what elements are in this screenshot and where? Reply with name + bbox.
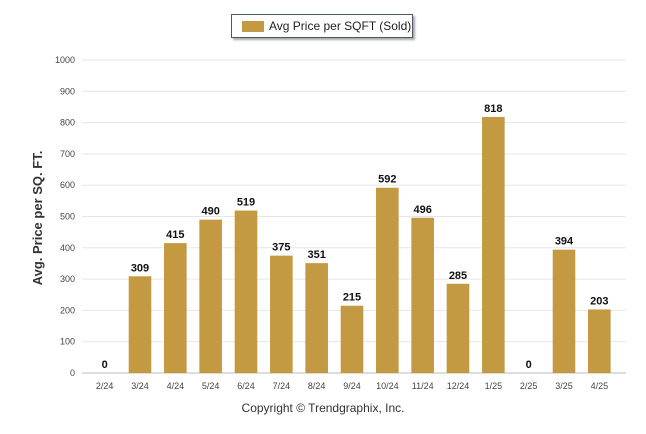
- data-label: 394: [555, 236, 574, 248]
- bar: [376, 187, 399, 373]
- legend-swatch: [242, 21, 264, 32]
- data-label: 496: [413, 204, 431, 216]
- x-tick-label: 9/24: [343, 381, 361, 391]
- y-tick-label: 700: [60, 149, 75, 159]
- y-tick-labels: 0 100 200 300 400 500 600 700 800 900 1000: [55, 55, 75, 378]
- y-tick-label: 300: [60, 274, 75, 284]
- data-label: 309: [131, 262, 149, 274]
- legend: Avg Price per SQFT (Sold): [231, 14, 413, 38]
- bar: [446, 283, 470, 373]
- x-tick-label: 7/24: [273, 381, 291, 391]
- y-axis-label: Avg. Price per SQ. FT.: [30, 151, 45, 286]
- data-label: 818: [484, 103, 502, 115]
- x-tick-label: 8/24: [308, 381, 326, 391]
- bar: [234, 210, 258, 373]
- x-tick-label: 4/24: [167, 381, 185, 391]
- bar: [199, 219, 222, 373]
- y-tick-label: 600: [60, 180, 75, 190]
- x-tick-label: 10/24: [376, 381, 399, 391]
- x-tick-label: 12/24: [447, 381, 470, 391]
- x-tick-label: 1/25: [485, 381, 503, 391]
- bar: [340, 305, 364, 373]
- data-label: 415: [166, 229, 184, 241]
- data-label: 203: [590, 295, 608, 307]
- y-tick-label: 800: [60, 118, 75, 128]
- bar: [411, 217, 434, 373]
- bar: [305, 263, 328, 373]
- x-tick-label: 3/24: [131, 381, 149, 391]
- x-tick-label: 11/24: [412, 381, 434, 391]
- y-tick-label: 900: [60, 86, 75, 96]
- x-tick-label: 2/24: [96, 381, 114, 391]
- x-tick-labels: 2/24 3/24 4/24 5/24 6/24 7/24 8/24 9/24 10/24 11/…: [96, 381, 608, 391]
- y-tick-label: 0: [70, 368, 75, 378]
- x-tick-label: 4/25: [591, 381, 609, 391]
- x-tick-label: 3/25: [555, 381, 573, 391]
- y-tick-label: 400: [60, 243, 75, 253]
- data-label: 519: [237, 197, 255, 209]
- y-tick-label: 200: [60, 305, 75, 315]
- x-tick-label: 5/24: [202, 381, 220, 391]
- data-labels: 0 309 415 490 519 375 351 215 592 496 285 818 0 394 20…: [102, 103, 609, 371]
- bar: [128, 276, 152, 373]
- data-label: 215: [343, 292, 361, 304]
- x-tick-label: 2/25: [520, 381, 538, 391]
- data-label: 351: [307, 249, 325, 261]
- bar: [270, 255, 293, 373]
- data-label: 375: [272, 242, 290, 254]
- copyright-footer: Copyright © Trendgraphix, Inc.: [241, 401, 405, 415]
- legend-label: Avg Price per SQFT (Sold): [269, 19, 412, 33]
- data-label: 592: [378, 174, 396, 186]
- data-label: 285: [449, 270, 467, 282]
- data-label: 490: [201, 206, 219, 218]
- x-tick-label: 6/24: [237, 381, 255, 391]
- y-tick-label: 1000: [55, 55, 75, 65]
- y-tick-label: 100: [60, 337, 75, 347]
- data-label: 0: [102, 359, 108, 371]
- bars: [128, 116, 611, 373]
- bar: [482, 116, 505, 373]
- data-label: 0: [526, 359, 532, 371]
- bar: [552, 249, 576, 373]
- bar: [588, 309, 611, 373]
- y-tick-label: 500: [60, 212, 75, 222]
- bar: [164, 243, 187, 373]
